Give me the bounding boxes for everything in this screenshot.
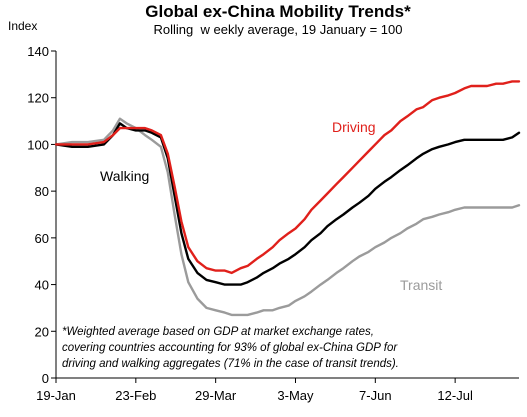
- x-tick-label: 19-Jan: [36, 388, 76, 403]
- x-ticks: 19-Jan 23-Feb 29-Mar 3-May 7-Jun 12-Jul: [36, 378, 473, 403]
- footnote-line-3: driving and walking aggregates (71% in t…: [62, 358, 399, 370]
- axes: [55, 51, 519, 379]
- series-line-walking: [54, 122, 521, 286]
- y-axis-label: Index: [8, 19, 37, 33]
- y-ticks: 0 20 40 60 80 100 120 140: [27, 44, 56, 386]
- x-tick-label: 12-Jul: [437, 388, 473, 403]
- series-label-walking: Walking: [100, 168, 149, 184]
- x-tick-label: 29-Mar: [195, 388, 237, 403]
- x-tick-label: 23-Feb: [115, 388, 156, 403]
- series-label-transit: Transit: [400, 277, 442, 293]
- footnote: *Weighted average based on GDP at market…: [62, 326, 399, 370]
- series-line-transit: [54, 117, 521, 317]
- y-tick-label: 120: [27, 91, 49, 106]
- y-tick-label: 40: [35, 278, 49, 293]
- series-lines: [54, 80, 521, 317]
- chart-title: Global ex-China Mobility Trends*: [145, 2, 411, 21]
- footnote-line-1: *Weighted average based on GDP at market…: [62, 326, 374, 338]
- y-tick-label: 100: [27, 137, 49, 152]
- series-label-driving: Driving: [332, 119, 376, 135]
- y-tick-label: 0: [42, 371, 49, 386]
- chart-subtitle: Rolling w eekly average, 19 January = 10…: [154, 22, 403, 37]
- footnote-line-2: covering countries accounting for 93% of…: [62, 342, 398, 354]
- y-tick-label: 80: [35, 184, 49, 199]
- y-tick-label: 20: [35, 324, 49, 339]
- x-tick-label: 3-May: [277, 388, 314, 403]
- series-line-driving: [54, 80, 521, 275]
- y-tick-label: 140: [27, 44, 49, 59]
- y-tick-label: 60: [35, 231, 49, 246]
- x-tick-label: 7-Jun: [359, 388, 392, 403]
